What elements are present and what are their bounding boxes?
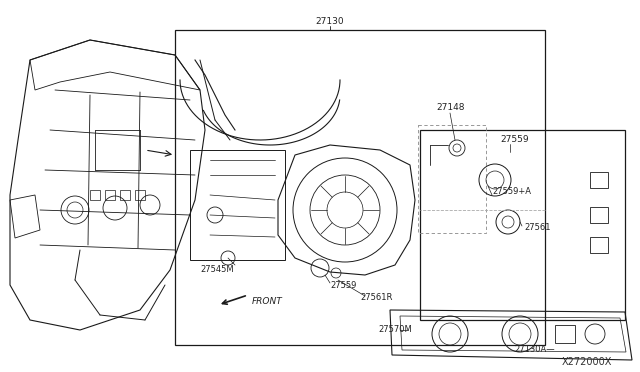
Bar: [105, 190, 115, 200]
Bar: [590, 207, 608, 223]
Text: 27561R: 27561R: [360, 294, 392, 302]
Bar: [555, 325, 575, 343]
Text: 27148: 27148: [436, 103, 465, 112]
Text: 27130: 27130: [316, 17, 344, 26]
Bar: [175, 30, 545, 345]
Bar: [90, 190, 100, 200]
Bar: [190, 150, 285, 260]
Text: 27559+A: 27559+A: [492, 187, 531, 196]
Text: 27570M: 27570M: [378, 326, 412, 334]
Text: 27545M: 27545M: [200, 266, 234, 275]
Text: 27559: 27559: [500, 135, 529, 144]
Text: X272000X: X272000X: [562, 357, 612, 367]
Bar: [590, 172, 608, 188]
Bar: [420, 130, 625, 320]
Bar: [135, 190, 145, 200]
Bar: [120, 190, 130, 200]
Text: 27561: 27561: [524, 224, 550, 232]
Text: 27559: 27559: [330, 280, 356, 289]
Bar: [418, 125, 486, 233]
Bar: [590, 237, 608, 253]
Text: FRONT: FRONT: [252, 298, 283, 307]
Text: 27130A—: 27130A—: [514, 346, 555, 355]
